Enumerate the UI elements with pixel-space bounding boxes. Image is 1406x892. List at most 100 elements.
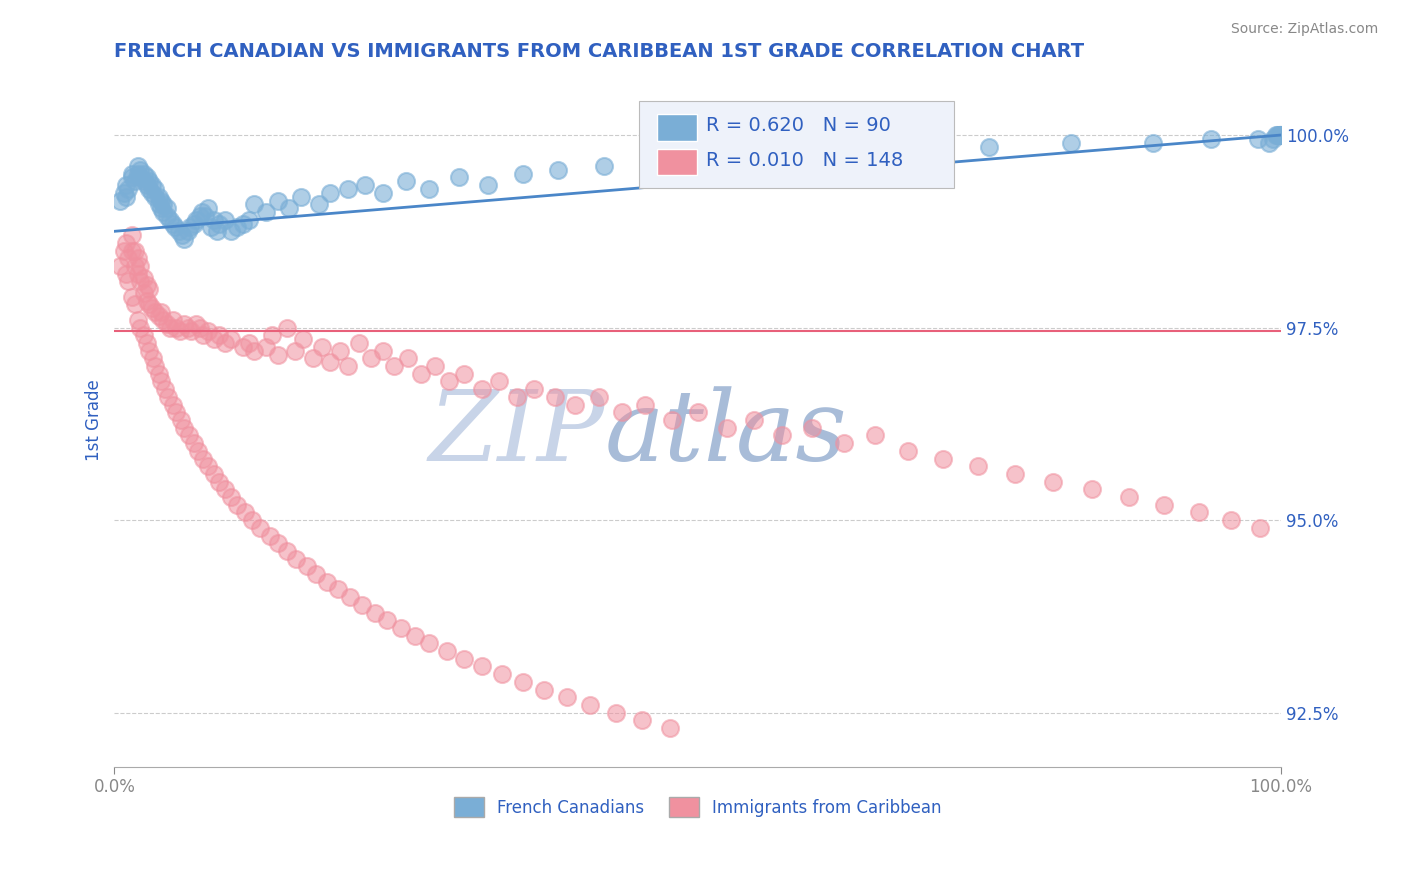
Point (143, 189, 166, 203)
Point (179, 220, 201, 235)
Point (832, 436, 855, 450)
Point (290, 189, 312, 203)
Point (308, 197, 330, 211)
Point (686, 405, 709, 419)
Point (931, 451, 953, 466)
Point (132, 167, 155, 181)
Legend: French Canadians, Immigrants from Caribbean: French Canadians, Immigrants from Caribb… (447, 790, 949, 824)
Point (436, 644, 458, 658)
Point (162, 313, 184, 327)
Point (143, 359, 166, 373)
Point (329, 343, 352, 358)
Point (165, 405, 187, 419)
Point (544, 390, 567, 404)
Point (141, 178, 163, 193)
Point (129, 320, 152, 334)
Point (136, 278, 159, 293)
Point (202, 332, 225, 346)
Point (630, 714, 652, 728)
Point (979, 139, 1001, 153)
Point (1258, 136, 1281, 150)
Point (197, 201, 219, 215)
Point (132, 328, 155, 343)
Point (1267, 128, 1289, 142)
Point (136, 293, 159, 308)
Point (115, 235, 138, 250)
Point (897, 139, 920, 153)
Point (117, 274, 139, 288)
Point (117, 252, 139, 266)
Point (208, 328, 231, 343)
Point (138, 182, 160, 196)
Point (339, 590, 361, 604)
Point (634, 398, 657, 412)
Point (156, 317, 179, 331)
Point (110, 194, 132, 208)
Point (143, 305, 166, 319)
Point (148, 189, 170, 203)
Point (127, 167, 149, 181)
Point (180, 325, 202, 339)
Point (184, 317, 207, 331)
Point (349, 336, 371, 351)
Point (243, 197, 266, 211)
Point (1004, 467, 1026, 481)
Point (276, 544, 298, 558)
Point (148, 367, 170, 381)
Point (115, 267, 138, 281)
Point (564, 398, 586, 412)
Point (162, 398, 184, 412)
Point (371, 186, 394, 200)
Point (336, 182, 359, 196)
Point (610, 405, 633, 419)
Point (162, 217, 184, 231)
Point (157, 390, 180, 404)
Point (148, 309, 170, 323)
Point (863, 428, 886, 442)
Point (328, 582, 350, 597)
Point (396, 351, 419, 366)
Point (488, 375, 510, 389)
Point (232, 217, 254, 231)
Point (284, 343, 307, 358)
Point (115, 189, 138, 203)
Point (238, 212, 260, 227)
Point (165, 320, 187, 334)
Point (801, 420, 824, 434)
Point (547, 162, 569, 177)
Point (377, 613, 399, 627)
Point (506, 390, 529, 404)
Text: FRENCH CANADIAN VS IMMIGRANTS FROM CARIBBEAN 1ST GRADE CORRELATION CHART: FRENCH CANADIAN VS IMMIGRANTS FROM CARIB… (114, 42, 1084, 61)
Point (267, 194, 290, 208)
Point (1118, 490, 1140, 504)
Point (138, 282, 160, 296)
Point (153, 382, 176, 396)
Point (315, 574, 337, 589)
Point (285, 551, 308, 566)
Point (124, 174, 146, 188)
Point (214, 212, 236, 227)
Point (150, 305, 173, 319)
Point (267, 347, 290, 361)
Point (827, 144, 849, 158)
Point (187, 443, 209, 458)
Point (1267, 128, 1289, 142)
Point (208, 217, 231, 231)
Point (418, 636, 440, 650)
Point (453, 652, 475, 666)
Point (202, 212, 225, 227)
Point (477, 178, 499, 193)
Point (238, 336, 260, 351)
Point (177, 428, 200, 442)
Point (240, 513, 263, 527)
Point (136, 178, 159, 193)
Point (382, 359, 405, 373)
Point (169, 325, 191, 339)
Point (1270, 128, 1292, 142)
Point (1081, 483, 1104, 497)
Point (150, 375, 173, 389)
Point (165, 220, 187, 235)
Point (897, 443, 920, 458)
Point (127, 252, 149, 266)
Point (491, 667, 513, 681)
